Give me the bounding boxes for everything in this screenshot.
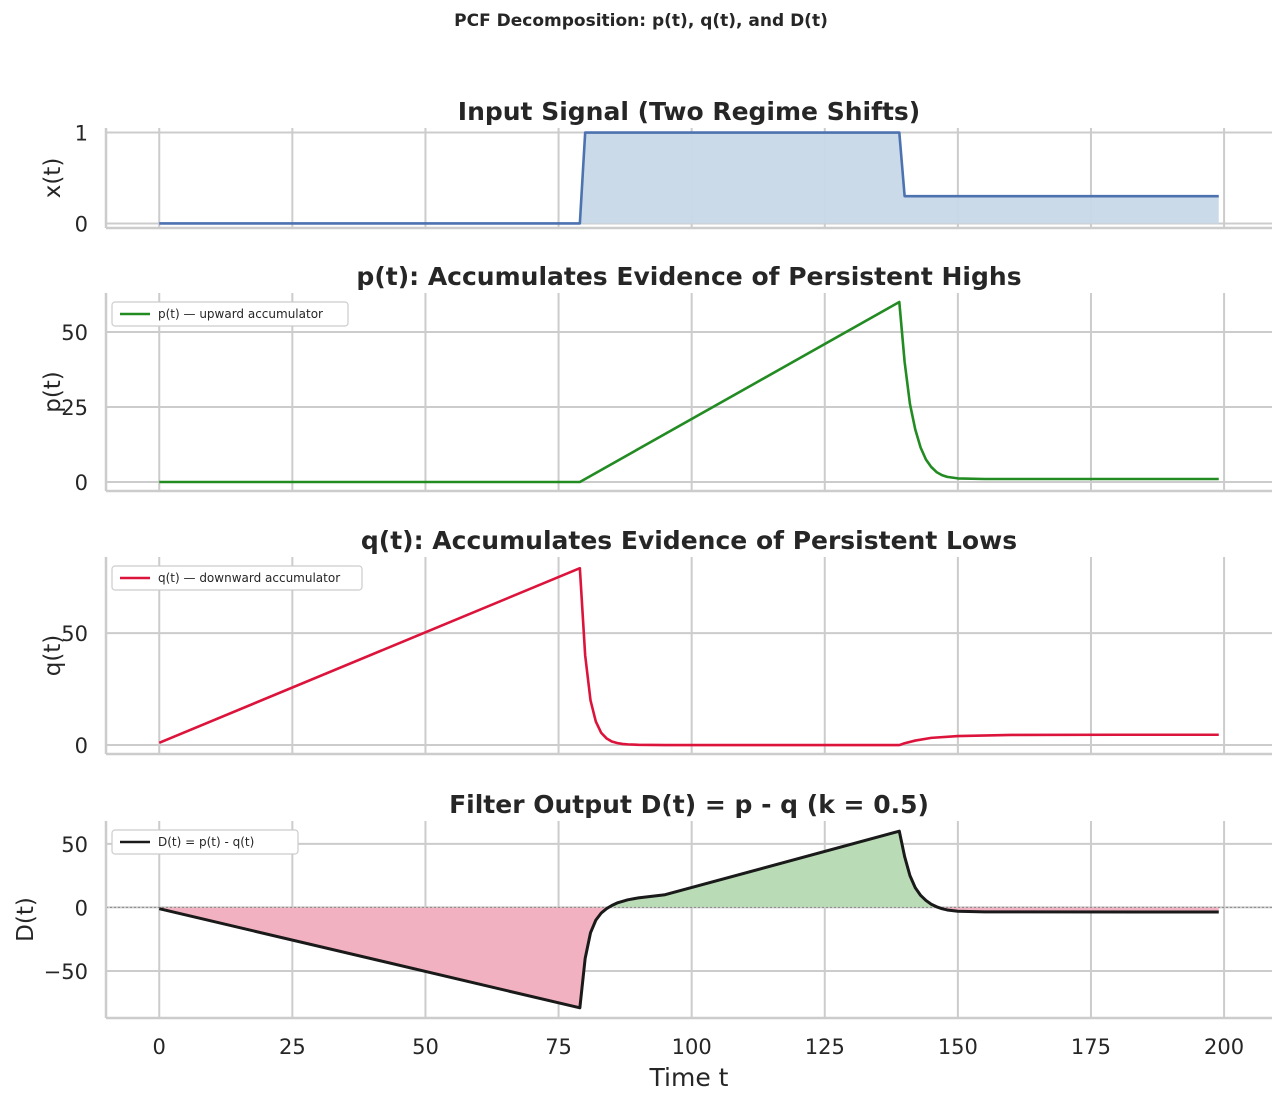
panel-3: 0 50 q(t): Accumulates Evidence of Persist… <box>40 526 1272 758</box>
x-tick-label: 200 <box>1204 1035 1244 1059</box>
y-tick-label: 0 <box>75 212 88 236</box>
x-tick-label: 25 <box>279 1035 306 1059</box>
x-tick-label: 75 <box>545 1035 572 1059</box>
legend-label: D(t) = p(t) - q(t) <box>158 835 254 849</box>
panels: 0 1 Input Signal (Two Regime Shifts) x(t) 0 2… <box>13 97 1272 1059</box>
figure-suptitle: PCF Decomposition: p(t), q(t), and D(t) <box>454 11 828 31</box>
series-line <box>158 829 1219 1010</box>
panel-title: Filter Output D(t) = p - q (k = 0.5) <box>449 790 929 819</box>
series-line <box>159 300 1219 484</box>
x-tick-label: 175 <box>1071 1035 1111 1059</box>
series-line <box>159 131 1219 225</box>
legend: D(t) = p(t) - q(t) <box>111 829 299 855</box>
y-tick-label: 50 <box>61 321 88 345</box>
panel-title: q(t): Accumulates Evidence of Persistent… <box>361 526 1017 555</box>
panel-2: 0 25 50 p(t): Accumulates Evidence of Persi… <box>40 262 1272 495</box>
panel-4: −50 0 50 0 25 50 75 100 125 150 175 200 Filter Outpu… <box>13 790 1272 1059</box>
legend-box <box>111 829 299 855</box>
y-axis-label: p(t) <box>40 371 66 413</box>
negative-area-fill <box>159 907 1219 1008</box>
legend-box <box>111 565 363 591</box>
area-fill <box>159 132 1219 224</box>
y-tick-label: 50 <box>61 622 88 646</box>
y-tick-label: 0 <box>75 734 88 758</box>
y-tick-label: 0 <box>75 471 88 495</box>
x-tick-label: 150 <box>938 1035 978 1059</box>
legend-box <box>111 301 349 327</box>
legend-label: q(t) — downward accumulator <box>158 571 340 585</box>
x-tick-label: 100 <box>672 1035 712 1059</box>
x-axis-label: Time t <box>649 1063 729 1092</box>
panel-title: p(t): Accumulates Evidence of Persistent… <box>356 262 1021 291</box>
panel-1: 0 1 Input Signal (Two Regime Shifts) x(t) <box>40 97 1272 236</box>
y-tick-label: 0 <box>75 896 88 920</box>
series-line <box>158 566 1219 747</box>
legend-label: p(t) — upward accumulator <box>158 307 323 321</box>
y-axis-label: q(t) <box>40 635 66 677</box>
x-tick-label: 0 <box>153 1035 166 1059</box>
legend: p(t) — upward accumulator <box>111 301 349 327</box>
x-tick-label: 50 <box>412 1035 439 1059</box>
legend: q(t) — downward accumulator <box>111 565 363 591</box>
y-axis-label: x(t) <box>40 158 66 199</box>
panel-title: Input Signal (Two Regime Shifts) <box>458 97 920 126</box>
y-axis-label: D(t) <box>13 897 39 942</box>
y-tick-label: 25 <box>61 396 88 420</box>
y-tick-label: −50 <box>44 960 88 984</box>
x-tick-label: 125 <box>805 1035 845 1059</box>
y-tick-label: 1 <box>75 122 88 146</box>
y-tick-label: 50 <box>61 833 88 857</box>
